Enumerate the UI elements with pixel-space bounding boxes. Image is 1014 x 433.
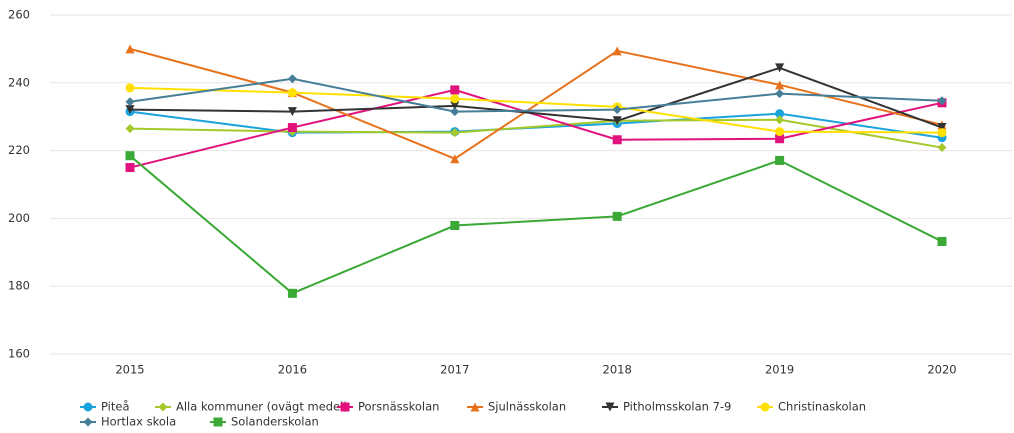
marker	[287, 288, 297, 298]
marker	[775, 89, 785, 99]
x-tick-label: 2015	[115, 363, 144, 377]
marker	[612, 46, 622, 56]
marker	[287, 123, 297, 133]
marker	[612, 211, 622, 221]
marker	[775, 109, 785, 119]
marker	[450, 154, 460, 164]
marker	[775, 134, 785, 144]
series-line	[129, 47, 943, 160]
legend-label: Solanderskolan	[231, 415, 319, 429]
series-line	[129, 118, 943, 149]
marker	[83, 402, 93, 412]
marker	[775, 115, 785, 125]
legend-item[interactable]: Sjulnässkolan	[467, 400, 566, 414]
legend-item[interactable]: Pitholmsskolan 7-9	[602, 400, 731, 414]
marker	[125, 83, 135, 93]
legend-label: Pitholmsskolan 7-9	[623, 400, 731, 414]
marker	[937, 143, 947, 153]
legend-label: Hortlax skola	[101, 415, 176, 429]
x-tick-label: 2017	[440, 363, 469, 377]
marker	[340, 402, 350, 412]
marker	[450, 107, 460, 117]
series-line	[129, 154, 943, 295]
marker	[287, 74, 297, 84]
y-tick-label: 180	[8, 279, 30, 293]
marker	[937, 96, 947, 106]
legend-label: Piteå	[101, 400, 130, 414]
y-tick-label: 160	[8, 347, 30, 361]
marker	[775, 63, 785, 73]
legend-item[interactable]: Hortlax skola	[80, 415, 176, 429]
marker	[125, 44, 135, 54]
marker	[287, 107, 297, 117]
legend-label: Christinaskolan	[778, 400, 866, 414]
series-line	[129, 88, 943, 169]
marker	[450, 101, 460, 111]
marker	[937, 123, 947, 133]
marker	[450, 85, 460, 95]
marker	[83, 417, 93, 427]
series-line	[129, 66, 943, 129]
x-tick-label: 2018	[603, 363, 632, 377]
y-tick-label: 200	[8, 211, 30, 225]
marker	[450, 128, 460, 138]
legend-label: Alla kommuner (ovägt medel)	[176, 400, 348, 414]
marker	[213, 417, 223, 427]
legend-item[interactable]: Solanderskolan	[210, 415, 319, 429]
series-line	[129, 86, 943, 134]
marker	[125, 151, 135, 161]
marker	[612, 105, 622, 115]
marker	[775, 80, 785, 90]
marker	[937, 128, 947, 138]
marker	[605, 402, 615, 412]
y-tick-label: 220	[8, 143, 30, 157]
series-line	[129, 77, 943, 113]
y-tick-label: 260	[8, 8, 30, 22]
legend-label: Sjulnässkolan	[488, 400, 566, 414]
legend-item[interactable]: Alla kommuner (ovägt medel)	[155, 400, 348, 414]
marker	[125, 124, 135, 134]
legend-item[interactable]: Porsnässkolan	[337, 400, 439, 414]
x-tick-label: 2016	[278, 363, 307, 377]
marker	[450, 94, 460, 104]
marker	[612, 116, 622, 126]
marker	[287, 88, 297, 98]
marker	[450, 221, 460, 231]
marker	[125, 97, 135, 107]
y-tick-label: 240	[8, 75, 30, 89]
marker	[470, 402, 480, 412]
legend-item[interactable]: Piteå	[80, 400, 130, 414]
marker	[612, 135, 622, 145]
x-tick-label: 2020	[927, 363, 956, 377]
marker	[125, 163, 135, 173]
marker	[937, 236, 947, 246]
x-tick-label: 2019	[765, 363, 794, 377]
marker	[158, 402, 168, 412]
legend-item[interactable]: Christinaskolan	[757, 400, 866, 414]
marker	[125, 105, 135, 115]
marker	[775, 155, 785, 165]
marker	[760, 402, 770, 412]
legend-label: Porsnässkolan	[358, 400, 439, 414]
marker	[775, 127, 785, 137]
